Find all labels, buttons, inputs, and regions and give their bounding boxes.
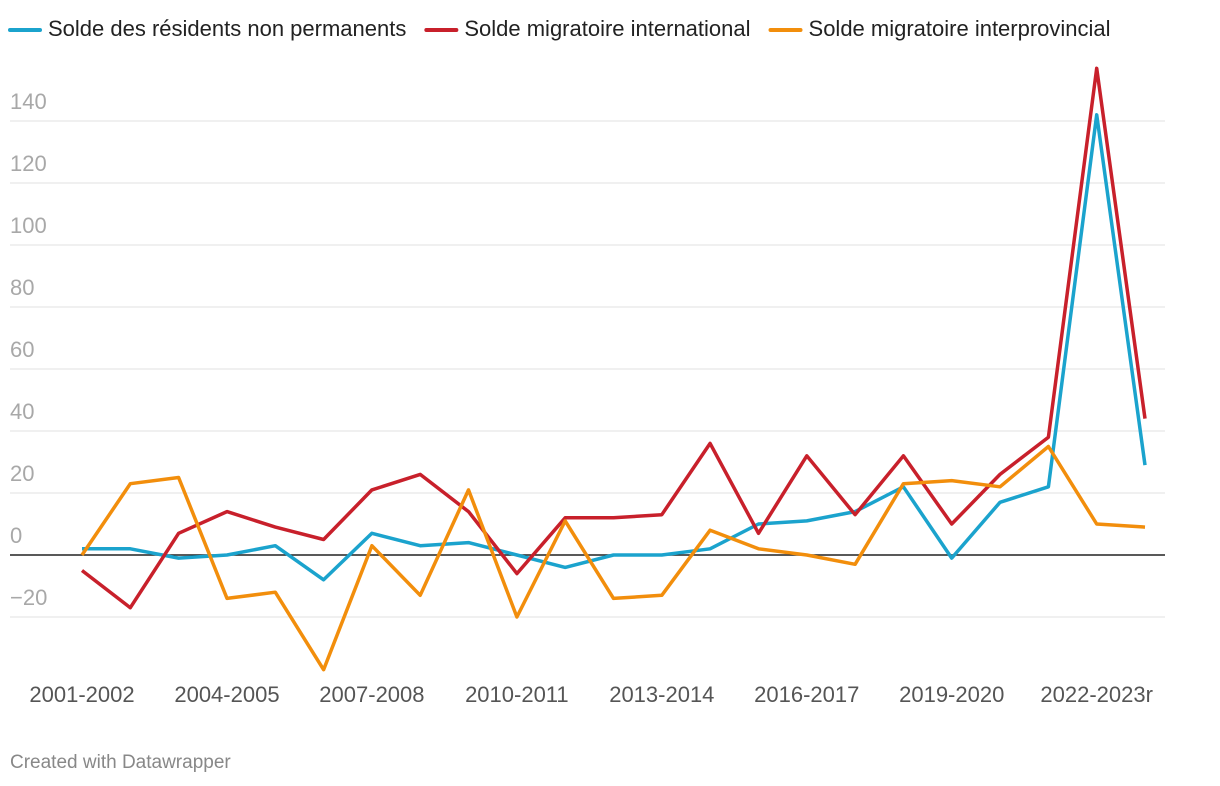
y-tick-label: 80 (10, 275, 34, 300)
x-tick-label: 2016-2017 (754, 682, 859, 707)
x-tick-label: 2007-2008 (319, 682, 424, 707)
series-line (82, 113, 1147, 582)
y-tick-label: 120 (10, 151, 47, 176)
x-tick-label: 2019-2020 (899, 682, 1004, 707)
y-tick-label: −20 (10, 585, 47, 610)
y-tick-label: 0 (10, 523, 22, 548)
y-tick-label: 20 (10, 461, 34, 486)
x-tick-label: 2001-2002 (29, 682, 134, 707)
legend-label: Solde migratoire interprovincial (809, 16, 1111, 41)
legend-label: Solde des résidents non permanents (48, 16, 406, 41)
x-tick-label: 2010-2011 (465, 682, 569, 707)
x-tick-label: 2013-2014 (609, 682, 714, 707)
series-line (80, 444, 1146, 672)
legend-label: Solde migratoire international (464, 16, 750, 41)
y-tick-label: 40 (10, 399, 34, 424)
series-line (80, 66, 1147, 610)
y-tick-label: 60 (10, 337, 34, 362)
footer: Created with Datawrapper (10, 752, 231, 773)
y-tick-label: 100 (10, 213, 47, 238)
x-tick-label: 2022-2023r (1040, 682, 1153, 707)
y-tick-label: 140 (10, 89, 47, 114)
x-tick-label: 2004-2005 (174, 682, 279, 707)
